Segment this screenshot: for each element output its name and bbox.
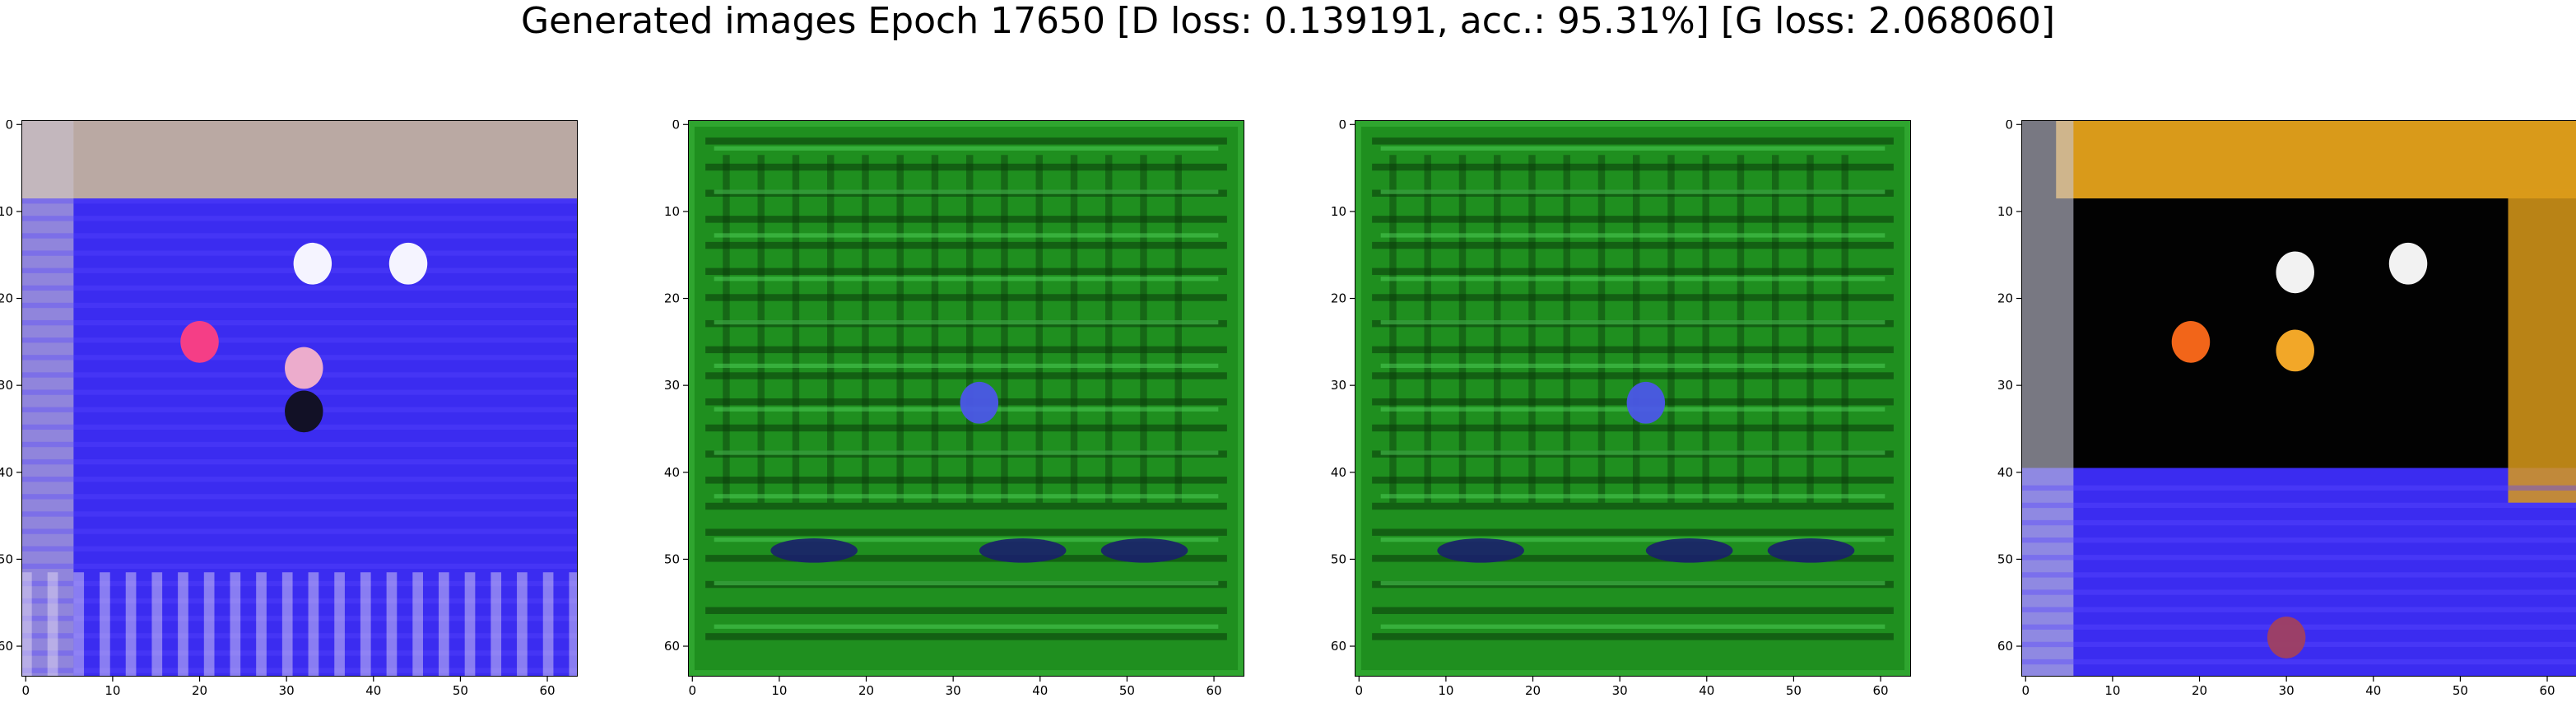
axes-ticks: 0 10 20 30 40 50 60 0 10 20 30 40 50 60 xyxy=(0,120,594,726)
y-tick-label: 30 xyxy=(1331,378,1346,393)
x-tick-label: 40 xyxy=(365,683,381,698)
y-tick-label: 30 xyxy=(0,378,13,393)
y-tick-label: 10 xyxy=(1997,204,2013,219)
y-tick-label: 40 xyxy=(664,465,680,480)
y-tick-label: 60 xyxy=(664,639,680,654)
y-tick-label: 60 xyxy=(1331,639,1346,654)
x-tick-label: 20 xyxy=(858,683,874,698)
x-tick-label: 40 xyxy=(1032,683,1048,698)
y-tick-label: 50 xyxy=(1997,551,2013,566)
y-tick-label: 0 xyxy=(672,120,680,132)
x-tick-label: 50 xyxy=(2453,683,2468,698)
x-tick-label: 0 xyxy=(22,683,30,698)
x-tick-label: 20 xyxy=(192,683,207,698)
x-tick-label: 10 xyxy=(105,683,120,698)
x-tick-label: 10 xyxy=(771,683,787,698)
x-tick-label: 0 xyxy=(689,683,697,698)
y-tick-label: 40 xyxy=(1997,465,2013,480)
y-tick-label: 10 xyxy=(1331,204,1346,219)
y-tick-label: 30 xyxy=(664,378,680,393)
x-tick-label: 20 xyxy=(1525,683,1541,698)
y-tick-label: 40 xyxy=(0,465,13,480)
x-tick-label: 50 xyxy=(1786,683,1802,698)
x-tick-label: 0 xyxy=(1355,683,1364,698)
y-tick-label: 60 xyxy=(1997,639,2013,654)
y-tick-label: 30 xyxy=(1997,378,2013,393)
axes-ticks: 0 10 20 30 40 50 60 0 10 20 30 40 50 60 xyxy=(1988,120,2576,726)
y-tick-label: 40 xyxy=(1331,465,1346,480)
x-tick-label: 30 xyxy=(279,683,295,698)
x-tick-label: 30 xyxy=(946,683,961,698)
y-tick-label: 20 xyxy=(664,291,680,306)
x-tick-label: 30 xyxy=(1612,683,1628,698)
y-tick-label: 10 xyxy=(664,204,680,219)
x-tick-label: 60 xyxy=(2539,683,2555,698)
x-tick-label: 50 xyxy=(1119,683,1135,698)
x-tick-label: 10 xyxy=(2104,683,2120,698)
y-tick-label: 50 xyxy=(0,551,13,566)
y-tick-label: 20 xyxy=(1997,291,2013,306)
y-tick-label: 60 xyxy=(0,639,13,654)
axes-ticks: 0 10 20 30 40 50 60 0 10 20 30 40 50 60 xyxy=(655,120,1261,726)
y-tick-label: 50 xyxy=(664,551,680,566)
figure-title: Generated images Epoch 17650 [D loss: 0.… xyxy=(0,0,2576,43)
axes-ticks: 0 10 20 30 40 50 60 0 10 20 30 40 50 60 xyxy=(1322,120,1927,726)
y-tick-label: 20 xyxy=(1331,291,1346,306)
y-tick-label: 10 xyxy=(0,204,13,219)
y-tick-label: 0 xyxy=(2005,120,2013,132)
x-tick-label: 0 xyxy=(2022,683,2030,698)
y-tick-label: 20 xyxy=(0,291,13,306)
x-tick-label: 40 xyxy=(2365,683,2381,698)
y-tick-label: 0 xyxy=(5,120,13,132)
y-tick-label: 50 xyxy=(1331,551,1346,566)
x-tick-label: 60 xyxy=(1206,683,1221,698)
x-tick-label: 50 xyxy=(453,683,468,698)
x-tick-label: 60 xyxy=(539,683,555,698)
x-tick-label: 30 xyxy=(2279,683,2295,698)
y-tick-label: 0 xyxy=(1338,120,1346,132)
x-tick-label: 10 xyxy=(1438,683,1453,698)
x-tick-label: 40 xyxy=(1699,683,1714,698)
x-tick-label: 60 xyxy=(1872,683,1888,698)
x-tick-label: 20 xyxy=(2192,683,2207,698)
